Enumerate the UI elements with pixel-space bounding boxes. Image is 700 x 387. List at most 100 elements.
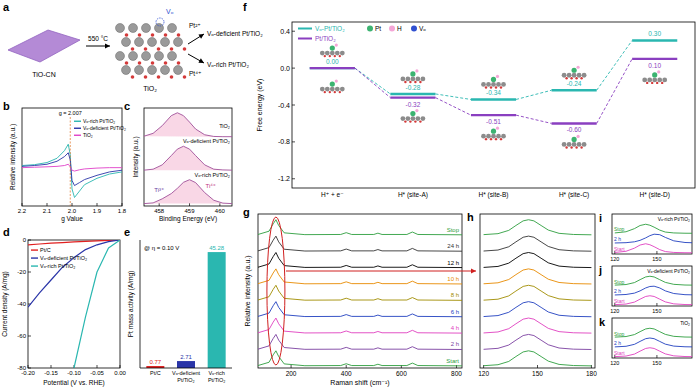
panel-letter: k (599, 316, 606, 328)
series-line (484, 285, 592, 300)
label: TiO₂ (143, 85, 157, 92)
series-label: Start (614, 350, 625, 356)
x-tick (656, 355, 657, 358)
o-atom (164, 33, 168, 37)
o-atom (490, 138, 492, 140)
series-line (22, 153, 122, 186)
structure-icon (320, 80, 345, 94)
series-label: Start (614, 298, 625, 304)
annotation: Ti⁴⁺ (205, 183, 216, 189)
o-atom (495, 138, 497, 140)
o-atom (144, 75, 148, 79)
panel-letter: c (124, 100, 130, 112)
x-tick-label: Vₒ-deficientPt/TiO₂ (172, 370, 201, 383)
x-tick (656, 251, 657, 254)
series-line (144, 113, 232, 137)
subtitle: Vₒ-deficient Pt/TiO₂ (647, 268, 690, 274)
atom-legend-swatch (411, 26, 417, 32)
y-axis-label: Intensity (a.u.) (132, 136, 140, 177)
o-atom (500, 86, 502, 88)
y-tick (28, 240, 31, 241)
series-label: Stop (614, 331, 625, 337)
ti-atom (161, 66, 170, 75)
series-line (258, 302, 462, 317)
x-tick-label: 400 (341, 370, 352, 377)
o-atom (329, 91, 331, 93)
ti-atom (582, 73, 587, 78)
o-atom (138, 33, 142, 37)
o-atom (334, 91, 336, 93)
ti-atom (577, 142, 582, 147)
o-atom (580, 146, 582, 148)
x-tick-label: 459 (185, 208, 196, 214)
arrow-head (471, 269, 476, 274)
data-layer (28, 240, 120, 368)
pt-atom (491, 77, 496, 82)
ti-atom (340, 87, 345, 92)
o-atom (565, 146, 567, 148)
x-tick-label: 2.0 (68, 208, 77, 214)
bar (177, 361, 195, 368)
series-label: TiO₂ (219, 123, 230, 129)
y-axis-label: Current density (A/mg) (1, 271, 9, 336)
data-layer (615, 328, 692, 356)
ti-atom (562, 142, 567, 147)
x-tick (97, 365, 98, 368)
structure-icon (481, 75, 506, 89)
x-tick-label: H* (site-A) (398, 191, 428, 199)
series-label: Vₒ-deficient Pt/TiO₂ (183, 138, 230, 144)
x-tick (51, 365, 52, 368)
arrow-head (198, 34, 204, 39)
y-tick (292, 178, 295, 179)
ti-atom (416, 116, 421, 121)
arrow-head (105, 44, 110, 49)
series-label: 6 h (451, 309, 459, 315)
panel-letter: j (598, 264, 602, 276)
series-label: 10 h (447, 276, 459, 282)
ti-atom (406, 116, 411, 121)
y-tick-label: -0.8 (278, 138, 290, 145)
plot-frame (612, 214, 692, 254)
legend-swatch (31, 265, 38, 266)
ti-atom (148, 66, 157, 75)
series-line (484, 269, 592, 284)
series-line (144, 180, 232, 204)
ti-atom (168, 24, 177, 33)
o-atom (324, 91, 326, 93)
series-line (615, 276, 692, 285)
series-line (22, 144, 122, 197)
ti-atom (481, 82, 486, 87)
data-label: -0.24 (567, 80, 582, 87)
x-axis-label: Binding Energy (eV) (159, 215, 217, 223)
o-atom (409, 81, 411, 83)
panel-e: 0.772.7145.28Pt/CVₒ-deficientPt/TiO₂Vₒ-r… (124, 226, 232, 383)
series-line (144, 146, 232, 170)
o-atom (324, 55, 326, 57)
h-atom (335, 80, 338, 83)
connector (435, 94, 470, 100)
series-line (484, 253, 592, 268)
pt-atom (410, 71, 415, 76)
data-layer (310, 40, 678, 148)
x-tick (47, 203, 48, 206)
h-atom (657, 70, 660, 73)
plot-frame (144, 108, 232, 206)
ti-atom (174, 66, 183, 75)
series-label: Start (446, 358, 459, 364)
o-atom (125, 33, 129, 37)
o-atom (409, 120, 411, 122)
energy-level (471, 114, 516, 116)
y-tick-label: 0.0 (280, 65, 290, 72)
plot-frame (480, 214, 595, 368)
x-tick (120, 365, 121, 368)
legend-label: Vₒ-deficient Pt/TiO₂ (83, 125, 126, 131)
data-layer (615, 276, 692, 304)
o-atom (414, 120, 416, 122)
panel-b: 2.22.12.01.91.8g ValueRelative intensity… (3, 100, 127, 223)
series-line (484, 236, 592, 251)
o-atom (414, 81, 416, 83)
legend-swatch (74, 128, 81, 129)
atom-legend-swatch (389, 26, 395, 32)
legend-swatch (31, 257, 38, 258)
o-atom (575, 146, 577, 148)
